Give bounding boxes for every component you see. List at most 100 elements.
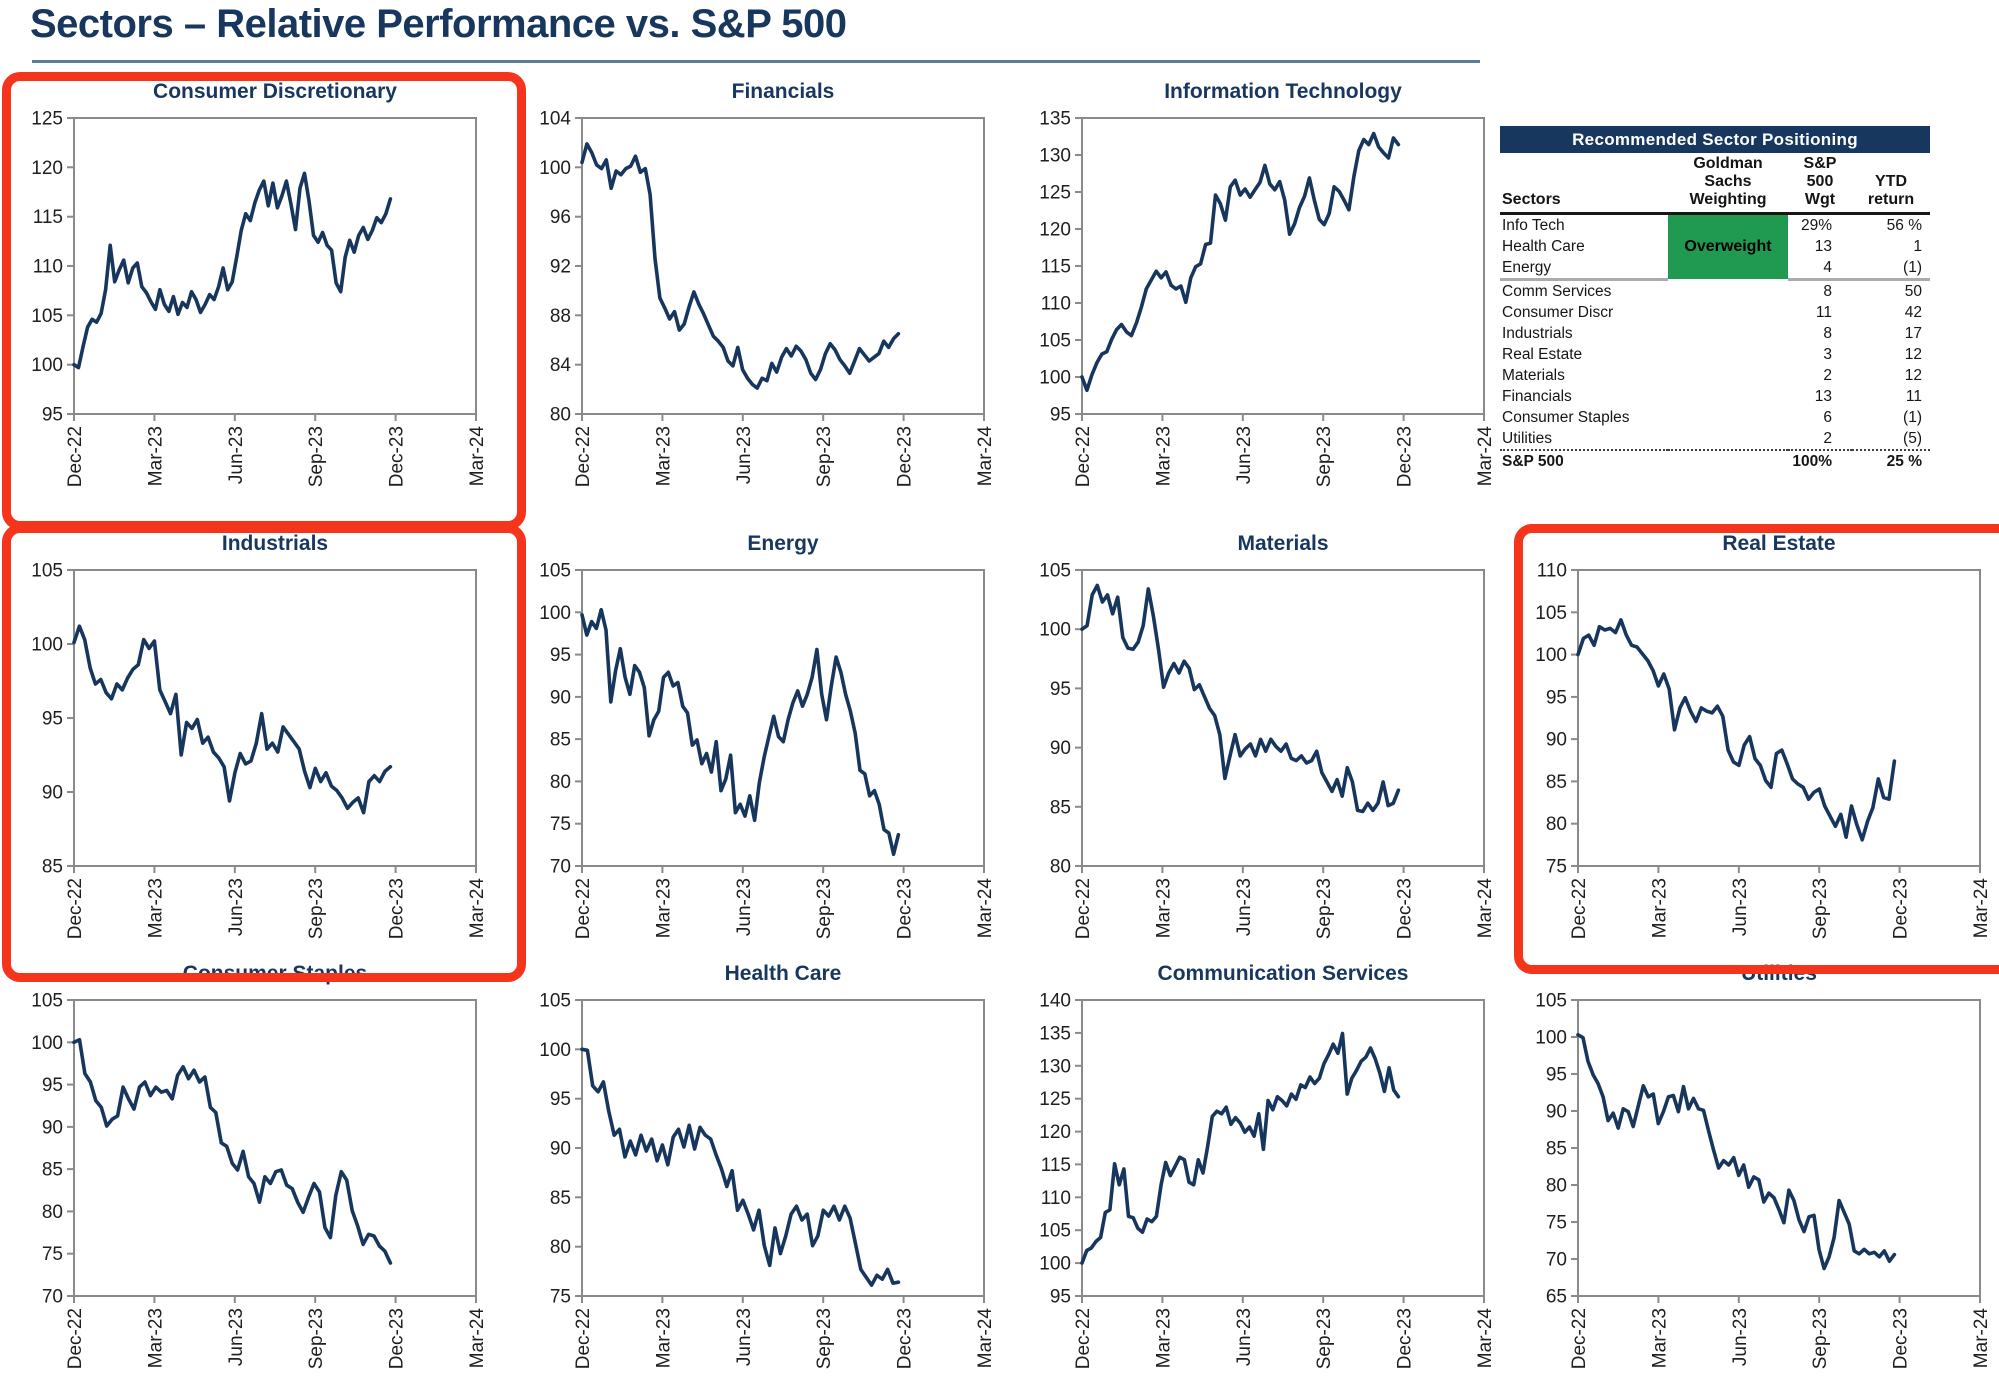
plot-border-information-technology: [1081, 117, 1485, 415]
ytd-cell: 50: [1904, 282, 1922, 300]
x-tick-label: Sep-23: [306, 1308, 327, 1369]
x-tick-label: Jun-23: [226, 878, 247, 936]
y-tick-label: 85: [550, 1188, 571, 1209]
x-tick-label: Dec-23: [1395, 1308, 1416, 1369]
table-row-consumer-staples: Consumer Staples 6 (1): [1500, 407, 1930, 428]
sector-cell: Materials: [1502, 366, 1565, 384]
y-tick-label: 90: [550, 1139, 571, 1160]
x-tick-label: Mar-24: [1971, 1308, 1992, 1369]
x-tick-label: Sep-23: [1314, 426, 1335, 487]
wgt-cell: 13: [1814, 237, 1832, 255]
title-underline: [32, 60, 1480, 63]
x-tick-label: Mar-23: [1649, 878, 1670, 938]
y-tick-label: 75: [550, 814, 571, 835]
x-tick-label: Dec-23: [895, 1308, 916, 1369]
sector-cell: Financials: [1502, 387, 1572, 405]
col-header-sectors: Sectors: [1500, 153, 1668, 215]
y-tick-label: 115: [1041, 1155, 1071, 1176]
y-tick-label: 130: [1039, 146, 1071, 167]
x-tick-label: Dec-22: [1073, 1308, 1094, 1369]
y-tick-label: 100: [1535, 645, 1567, 666]
plot-border-utilities: [1577, 999, 1981, 1297]
y-tick-label: 105: [31, 561, 63, 582]
y-tick-label: 96: [550, 207, 571, 228]
ytd-cell: 12: [1904, 366, 1922, 384]
y-tick-label: 110: [33, 257, 63, 278]
y-tick-label: 135: [1039, 1023, 1071, 1044]
y-tick-label: 90: [42, 1117, 63, 1138]
x-tick-label: Mar-24: [1475, 1308, 1496, 1369]
y-tick-label: 105: [539, 561, 571, 582]
y-tick-label: 95: [42, 405, 63, 426]
y-tick-label: 110: [1537, 561, 1567, 582]
series-line-utilities: [1576, 1032, 1897, 1271]
y-tick-label: 105: [31, 991, 63, 1012]
chart-title-information-technology: Information Technology: [1164, 80, 1402, 103]
y-tick-label: 100: [1039, 368, 1071, 389]
x-tick-label: Dec-22: [573, 878, 594, 939]
y-tick-label: 125: [1039, 1089, 1071, 1110]
table-row-industrials: Industrials 8 17: [1500, 323, 1930, 344]
table-row-health-care: Health Care 13 1: [1500, 236, 1930, 257]
y-tick-label: 95: [42, 1075, 63, 1096]
ytd-cell: 17: [1904, 324, 1922, 342]
x-tick-label: Sep-23: [306, 878, 327, 939]
y-tick-label: 80: [550, 405, 571, 426]
ytd-cell: 42: [1904, 303, 1922, 321]
y-tick-label: 70: [42, 1287, 63, 1308]
overweight-badge: Overweight: [1668, 213, 1788, 280]
series-line-industrials: [72, 624, 393, 815]
x-tick-label: Dec-22: [1569, 878, 1590, 939]
y-tick-label: 85: [550, 730, 571, 751]
wgt-cell: 29%: [1800, 216, 1832, 234]
x-tick-label: Mar-23: [1153, 426, 1174, 486]
sector-cell: Info Tech: [1502, 216, 1565, 234]
y-tick-label: 80: [1050, 857, 1071, 878]
x-tick-label: Dec-22: [573, 1308, 594, 1369]
wgt-cell: 2: [1823, 366, 1832, 384]
chart-health-care: 75 80 85 90 95 100 105 Dec-22 Mar-23 Jun-23 Sep-23…: [539, 991, 996, 1370]
chart-title-utilities: Utilities: [1741, 962, 1817, 985]
chart-cell-real-estate: Real Estate 75 80 85 90 95 100 105 110 Dec-22 Mar-…: [1524, 532, 1994, 956]
y-tick-label: 100: [539, 158, 571, 179]
plot-border-materials: [1081, 569, 1485, 867]
series-line-communication-services: [1080, 1031, 1401, 1265]
y-tick-label: 100: [1535, 1028, 1567, 1049]
col-header-ytd-return: YTD return: [1852, 153, 1930, 215]
x-tick-label: Mar-23: [145, 1308, 166, 1368]
x-tick-label: Mar-24: [1475, 426, 1496, 487]
weighting-cell-empty: [1668, 279, 1788, 302]
y-tick-label: 80: [550, 772, 571, 793]
sector-cell: Health Care: [1502, 237, 1585, 255]
y-tick-label: 95: [1050, 405, 1071, 426]
y-tick-label: 100: [1039, 620, 1071, 641]
y-tick-label: 90: [1050, 738, 1071, 759]
x-tick-label: Jun-23: [1234, 426, 1255, 484]
y-tick-label: 95: [1546, 687, 1567, 708]
weighting-cell-empty: [1668, 323, 1788, 344]
x-tick-label: Jun-23: [1730, 878, 1751, 936]
table-row-consumer-discr: Consumer Discr 11 42: [1500, 302, 1930, 323]
x-tick-label: Dec-22: [573, 426, 594, 487]
ytd-cell: (1): [1903, 408, 1922, 426]
x-tick-label: Dec-22: [1073, 426, 1094, 487]
sector-cell: Real Estate: [1502, 345, 1583, 363]
x-tick-label: Dec-23: [387, 426, 408, 487]
y-tick-label: 85: [1546, 772, 1567, 793]
y-tick-label: 75: [1546, 1213, 1567, 1234]
x-tick-label: Dec-22: [65, 426, 86, 487]
series-line-information-technology: [1080, 131, 1401, 393]
y-tick-label: 115: [33, 207, 63, 228]
x-tick-label: Sep-23: [814, 426, 835, 487]
y-tick-label: 100: [31, 1033, 63, 1054]
chart-title-consumer-staples: Consumer Staples: [182, 962, 368, 985]
series-line-health-care: [580, 1047, 901, 1287]
x-tick-label: Mar-24: [1475, 878, 1496, 939]
y-tick-label: 95: [550, 1089, 571, 1110]
chart-materials: 80 85 90 95 100 105 Dec-22 Mar-23 Jun-23 Sep-23 De…: [1039, 561, 1496, 940]
y-tick-label: 85: [42, 1160, 63, 1181]
y-tick-label: 135: [1039, 109, 1071, 130]
x-tick-label: Mar-24: [467, 1308, 488, 1369]
x-tick-label: Mar-23: [653, 1308, 674, 1368]
y-tick-label: 105: [1039, 331, 1071, 352]
